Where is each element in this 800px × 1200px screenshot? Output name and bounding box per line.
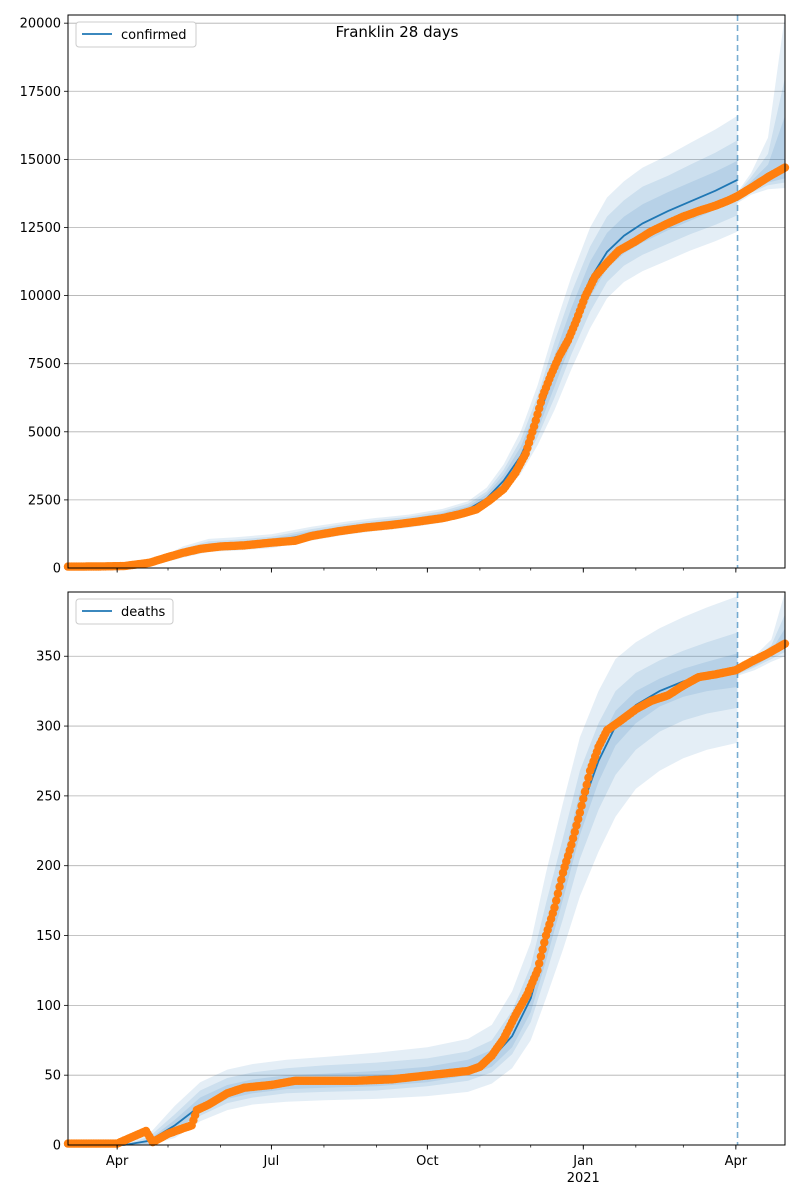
y-tick-label: 0 — [53, 1139, 61, 1154]
y-tick-label: 10000 — [20, 289, 61, 304]
y-tick-label: 5000 — [28, 425, 61, 440]
legend-confirmed: confirmed — [75, 21, 197, 48]
y-tick-label: 250 — [36, 789, 61, 804]
observed-point — [533, 966, 542, 975]
observed-point — [557, 875, 566, 884]
observed-point — [553, 889, 563, 898]
y-tick-label: 200 — [36, 859, 61, 874]
observed-point — [567, 840, 576, 849]
observed-point — [540, 938, 549, 947]
observed-point — [577, 801, 586, 810]
confidence-band — [68, 140, 738, 569]
axes-frame — [67, 14, 786, 569]
y-tick-label: 50 — [44, 1069, 61, 1084]
axes-frame — [67, 591, 786, 1146]
y-tick-label: 100 — [36, 999, 61, 1014]
observed-point — [572, 821, 581, 830]
observed-point — [550, 903, 559, 912]
x-tick-label: Apr — [725, 1154, 748, 1169]
y-tick-label: 300 — [36, 720, 61, 735]
figure-title: Franklin 28 days — [336, 23, 459, 41]
confidence-band — [68, 160, 738, 568]
y-tick-label: 15000 — [20, 153, 61, 168]
observed-point — [552, 896, 561, 905]
y-tick-label: 350 — [36, 650, 61, 665]
y-tick-label: 12500 — [20, 221, 61, 236]
observed-point — [582, 780, 591, 789]
x-tick-label: Jul — [263, 1154, 280, 1169]
observed-point — [536, 952, 546, 961]
observed-point — [574, 814, 583, 824]
observed-point — [568, 834, 578, 843]
x-tick-label: Apr — [106, 1154, 129, 1169]
confidence-band — [68, 115, 738, 569]
y-tick-label: 0 — [53, 562, 61, 577]
observed-point — [570, 827, 579, 837]
legend-label-confirmed: confirmed — [121, 28, 187, 43]
y-tick-label: 17500 — [20, 85, 61, 100]
confidence-band — [68, 632, 738, 1145]
y-tick-label: 150 — [36, 929, 61, 944]
x-tick-label: Oct — [416, 1154, 438, 1169]
observed-point — [575, 808, 585, 817]
y-tick-label: 7500 — [28, 357, 61, 372]
observed-point — [538, 945, 547, 954]
deaths-panel: 0 50 100 150 200 250 300 350 Apr Jul Oct Jan 2021 Apr… — [36, 591, 790, 1186]
observed-point — [580, 787, 590, 796]
forecast-band — [737, 115, 785, 201]
y-tick-label: 20000 — [20, 17, 61, 32]
x-tick-label: Jan — [572, 1154, 593, 1169]
legend-label-deaths: deaths — [121, 605, 166, 620]
observed-point — [555, 882, 564, 891]
confidence-band — [68, 596, 738, 1145]
observed-point — [535, 959, 544, 968]
x-tick-sublabel: 2021 — [567, 1171, 600, 1186]
observed-point — [579, 794, 588, 803]
y-tick-label: 2500 — [28, 493, 61, 508]
forecast-band — [737, 15, 785, 203]
legend-deaths: deaths — [75, 598, 174, 625]
observed-point — [584, 773, 593, 782]
confirmed-panel: 0 2500 5000 7500 10000 12500 15000 17500 20000 c… — [20, 14, 790, 577]
